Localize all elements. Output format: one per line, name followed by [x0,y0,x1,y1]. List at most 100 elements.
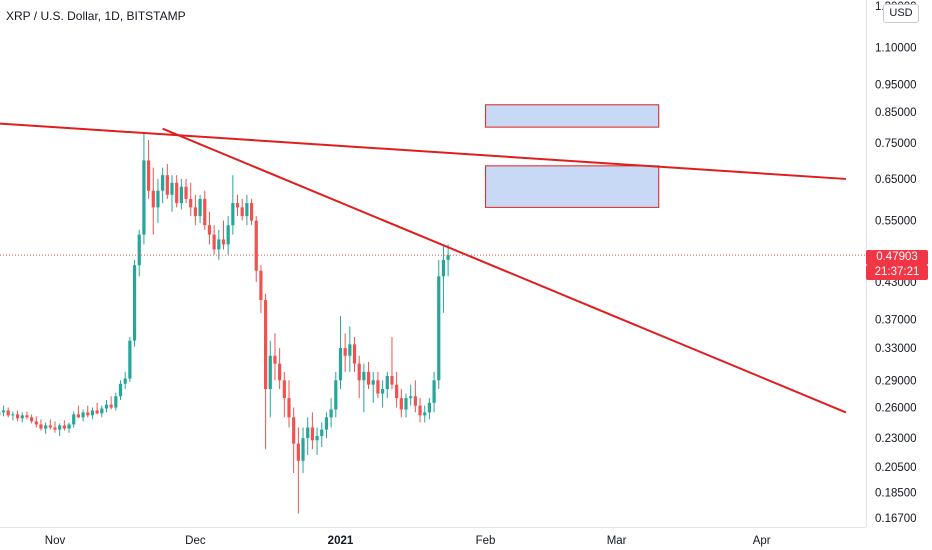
candle [310,412,314,450]
candle-body [193,207,197,217]
candle-body [11,414,15,416]
candle-body [212,234,216,250]
candle [114,392,118,411]
time-tick-label: Apr [753,535,771,547]
candle-body [301,438,305,461]
lower-resistance-zone[interactable] [485,165,660,208]
candle [142,133,146,245]
candle-body [34,421,38,425]
candle [334,371,338,418]
candle [249,198,254,226]
candle [226,216,230,255]
candle [315,427,319,455]
candle-body [287,398,291,418]
candle-body [282,380,286,399]
candle [240,198,244,221]
candle-body [165,175,169,195]
candle [62,420,66,431]
candle [278,348,282,390]
candle [282,371,286,418]
candle-body [151,190,155,208]
candle [446,244,450,277]
candle [179,178,183,210]
lower-descending-trendline[interactable] [162,127,847,414]
candle-body [86,412,90,416]
candle-body [221,239,226,245]
candle [357,355,361,399]
candle-body [175,182,179,204]
candle-body [179,186,183,204]
price-tick-label: 0.29000 [875,375,917,387]
candle [170,175,174,212]
candle [404,393,408,418]
candle-body [156,190,160,208]
candle [366,362,371,390]
candle-body [441,259,446,277]
candle-body [198,198,202,217]
candle-body [104,404,109,409]
candle-body [273,355,277,364]
time-tick-label: Mar [607,535,627,547]
candle-body [25,415,29,418]
candle [203,190,207,230]
candle [161,167,165,204]
candle-body [324,417,329,430]
candle [371,371,375,403]
candle [118,380,123,400]
candle-body [385,376,389,390]
candle [109,396,113,410]
candle [104,399,109,413]
candle-body [53,427,57,430]
candle-body [249,203,254,221]
candle [25,411,29,420]
candle [296,427,300,514]
candle-body [240,207,244,217]
candle-body [446,255,450,260]
upper-resistance-zone[interactable] [485,104,660,128]
candle-body [432,380,436,403]
time-axis[interactable]: Nov Dec 2021 Feb Mar Apr [45,535,771,547]
candle-body [362,371,366,381]
candle [338,316,343,390]
candle-body [381,389,385,394]
candle [376,371,380,399]
zones-layer [485,104,660,208]
candle-body [123,378,127,384]
candle-body [67,424,71,429]
candle [273,333,277,381]
candle [324,412,329,439]
upper-descending-trendline[interactable] [0,116,846,180]
candle [81,409,85,422]
candle [390,336,394,390]
candle [128,336,132,383]
price-tick-label: 0.95000 [875,79,917,91]
candle [95,402,99,415]
candle [441,244,446,313]
candle-body [217,239,221,250]
candle [254,216,258,283]
candle-body [48,425,52,428]
candle [53,421,57,433]
currency-button[interactable]: USD [883,4,919,23]
candle-body [352,344,357,364]
price-tick-label: 0.16700 [875,513,917,525]
candle [418,398,422,423]
candle [329,398,333,428]
candle [292,407,296,474]
candle-body [404,398,408,410]
candle [193,194,197,226]
candle-body [100,408,104,414]
price-tick-label: 0.65000 [875,174,917,186]
candle [221,220,226,250]
candle [151,167,155,235]
candle-body [423,412,427,416]
candle-body [390,376,394,385]
price-tick-label: 0.37000 [875,315,917,327]
candle [217,229,221,260]
candle [76,405,80,419]
candle [175,175,179,208]
candle-body [320,429,324,436]
candle-body [231,203,235,226]
candle [165,164,169,199]
